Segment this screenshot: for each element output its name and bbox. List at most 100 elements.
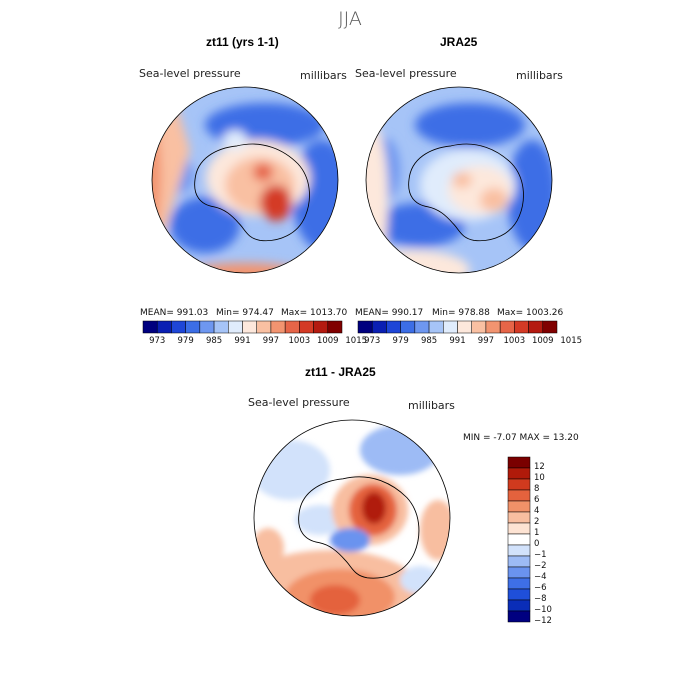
diff-colorbar-tick-label: −2 (534, 561, 547, 571)
obs-colorbar-swatch (514, 320, 529, 334)
diff-colorbar-swatch (507, 522, 531, 535)
model-colorbar-swatch (284, 320, 300, 334)
diff-colorbar (507, 456, 531, 623)
diff-colorbar-swatch (507, 533, 531, 546)
model-min-stat: Min= 974.47 (216, 308, 274, 318)
obs-max-stat: Max= 1003.26 (497, 308, 564, 318)
season-title: JJA (338, 8, 362, 30)
obs-panel-title: JRA25 (440, 35, 478, 49)
model-variable-label: Sea-level pressure (139, 67, 241, 80)
model-colorbar-swatch (185, 320, 201, 334)
model-colorbar-swatch (213, 320, 229, 334)
model-colorbar-tick-label: 991 (234, 336, 251, 346)
model-colorbar-tick-label: 1015 (345, 336, 368, 346)
diff-panel-title: zt11 - JRA25 (305, 365, 376, 379)
diff-colorbar-swatch (507, 588, 531, 601)
diff-colorbar-tick-label: 4 (534, 506, 540, 516)
obs-colorbar-swatch (357, 320, 373, 334)
diff-colorbar-tick-label: −6 (534, 583, 547, 593)
diff-colorbar-swatch (507, 478, 531, 491)
diff-colorbar-swatch (507, 566, 531, 579)
model-colorbar-swatch (256, 320, 272, 334)
obs-variable-label: Sea-level pressure (355, 67, 457, 80)
obs-colorbar-tick-label: 1009 (531, 336, 554, 346)
obs-colorbar-swatch (386, 320, 401, 334)
diff-colorbar-tick-label: 6 (534, 495, 540, 505)
model-colorbar-tick-label: 985 (205, 336, 223, 346)
model-colorbar-swatch (228, 320, 243, 334)
diff-colorbar-tick-label: −1 (534, 550, 547, 560)
obs-map (366, 87, 552, 273)
model-colorbar-tick-label: 1003 (288, 336, 311, 346)
diff-minmax-stat: MIN = -7.07 MAX = 13.20 (463, 433, 579, 443)
obs-colorbar-swatch (499, 320, 515, 334)
diff-variable-label: Sea-level pressure (248, 396, 350, 409)
model-colorbar-swatch (299, 320, 314, 334)
obs-colorbar-swatch (400, 320, 416, 334)
model-colorbar-tick-label: 1009 (316, 336, 339, 346)
obs-colorbar-tick-label: 997 (477, 336, 495, 346)
diff-colorbar-swatch (507, 544, 531, 557)
obs-colorbar (357, 320, 558, 334)
model-map-border (151, 86, 339, 274)
model-colorbar-swatch (171, 320, 186, 334)
model-colorbar-tick-label: 997 (262, 336, 280, 346)
diff-colorbar-swatch (507, 599, 531, 612)
diff-colorbar-swatch (507, 467, 531, 480)
obs-min-stat: Min= 978.88 (432, 308, 490, 318)
diff-colorbar-tick-label: −12 (534, 616, 552, 626)
obs-colorbar-swatch (471, 320, 487, 334)
model-colorbar-swatch (199, 320, 215, 334)
diff-colorbar-tick-label: −10 (534, 605, 552, 615)
obs-colorbar-swatch (485, 320, 501, 334)
diff-colorbar-tick-label: 8 (534, 484, 540, 494)
obs-colorbar-tick-label: 991 (449, 336, 466, 346)
model-units-label: millibars (300, 69, 347, 82)
model-colorbar-swatch (270, 320, 286, 334)
diff-colorbar-tick-label: 1 (534, 528, 540, 538)
model-colorbar-swatch (313, 320, 329, 334)
obs-colorbar-swatch (414, 320, 430, 334)
obs-colorbar-swatch (528, 320, 544, 334)
diff-colorbar-swatch (507, 511, 531, 524)
obs-colorbar-tick-label: 979 (392, 336, 409, 346)
obs-mean-stat: MEAN= 990.17 (355, 308, 424, 318)
obs-colorbar-swatch (542, 320, 558, 334)
diff-colorbar-tick-label: −8 (534, 594, 547, 604)
model-mean-stat: MEAN= 991.03 (140, 308, 209, 318)
model-colorbar-swatch (142, 320, 158, 334)
diff-colorbar-tick-label: 2 (534, 517, 540, 527)
obs-colorbar-swatch (457, 320, 472, 334)
model-colorbar-swatch (242, 320, 257, 334)
obs-units-label: millibars (516, 69, 563, 82)
obs-colorbar-tick-label: 985 (420, 336, 438, 346)
diff-colorbar-swatch (507, 610, 531, 623)
obs-colorbar-tick-label: 973 (364, 336, 381, 346)
obs-map-border (365, 86, 553, 274)
diff-colorbar-tick-label: 10 (534, 473, 545, 483)
model-colorbar-tick-label: 973 (149, 336, 166, 346)
obs-colorbar-swatch (443, 320, 458, 334)
model-colorbar-swatch (156, 320, 172, 334)
model-map (152, 87, 338, 273)
model-colorbar-swatch (327, 320, 343, 334)
diff-colorbar-swatch (507, 555, 531, 568)
diff-colorbar-swatch (507, 489, 531, 502)
diff-colorbar-tick-label: 0 (534, 539, 540, 549)
diff-colorbar-swatch (507, 500, 531, 513)
model-panel-title: zt11 (yrs 1-1) (206, 35, 279, 49)
model-colorbar-tick-label: 979 (177, 336, 194, 346)
diff-colorbar-swatch (507, 456, 531, 469)
diff-map-border (253, 419, 451, 617)
obs-colorbar-swatch (428, 320, 444, 334)
obs-colorbar-tick-label: 1003 (503, 336, 526, 346)
diff-colorbar-tick-label: 12 (534, 462, 545, 472)
model-max-stat: Max= 1013.70 (281, 308, 348, 318)
model-colorbar (142, 320, 343, 334)
obs-colorbar-swatch (371, 320, 387, 334)
diff-units-label: millibars (408, 399, 455, 412)
obs-colorbar-tick-label: 1015 (560, 336, 583, 346)
diff-colorbar-swatch (507, 577, 531, 590)
